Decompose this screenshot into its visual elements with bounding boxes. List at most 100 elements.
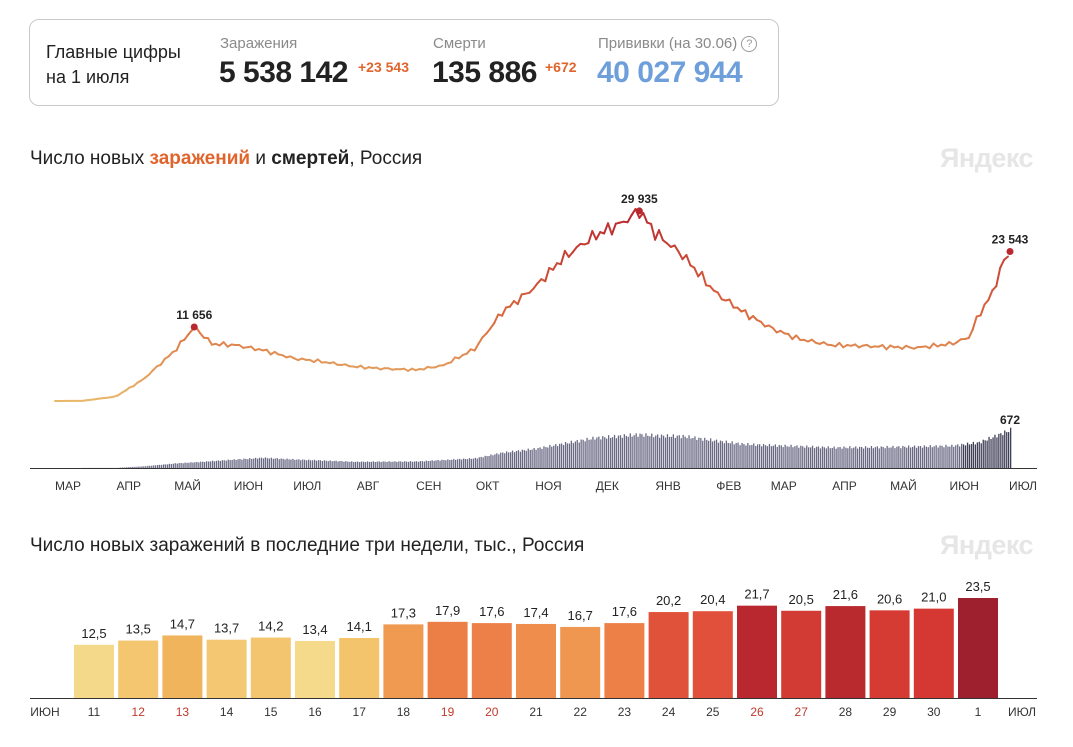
deaths-bar <box>462 458 465 468</box>
deaths-bar <box>266 458 269 468</box>
day-bar <box>250 637 291 698</box>
deaths-bar <box>764 445 767 468</box>
deaths-delta: +672 <box>545 59 577 75</box>
deaths-bar <box>327 461 329 468</box>
deaths-bar <box>559 443 561 468</box>
deaths-bar <box>527 448 529 468</box>
deaths-bar <box>306 460 308 468</box>
deaths-bar <box>939 445 941 468</box>
deaths-bar <box>215 460 218 468</box>
deaths-bar <box>278 459 280 468</box>
deaths-bar <box>557 446 559 468</box>
deaths-bar <box>1006 432 1008 468</box>
deaths-bar <box>353 462 355 468</box>
deaths-bar <box>725 440 727 468</box>
infections-line-segment <box>1003 255 1009 261</box>
deaths-bar <box>912 446 914 468</box>
deaths-bar <box>868 447 871 468</box>
deaths-bar <box>980 443 982 468</box>
deaths-bar <box>933 446 935 468</box>
deaths-bar <box>753 443 755 468</box>
infections-line-segment <box>630 208 637 217</box>
deaths-bar <box>184 462 186 468</box>
deaths-bar <box>974 444 976 468</box>
peak-label: 11 656 <box>176 308 212 322</box>
bar-value-label: 21,7 <box>744 587 769 602</box>
deaths-bar <box>351 461 353 468</box>
infections-line-segment <box>532 282 539 290</box>
deaths-bar <box>717 442 720 468</box>
deaths-bar <box>782 447 784 468</box>
deaths-bar <box>659 437 661 468</box>
summary-heading-date: на 1 июля <box>46 67 130 87</box>
deaths-bar <box>292 458 294 468</box>
deaths-bar <box>539 447 541 468</box>
deaths-bar <box>331 461 333 468</box>
infections-line-segment <box>979 303 986 317</box>
deaths-bar <box>308 459 310 468</box>
deaths-bar <box>504 453 506 468</box>
x-tick-label: 19 <box>441 705 455 719</box>
deaths-bar <box>841 448 843 468</box>
deaths-bar <box>635 433 637 468</box>
deaths-bar <box>409 461 412 468</box>
deaths-bar <box>833 446 835 468</box>
deaths-bar <box>400 461 402 468</box>
deaths-bar <box>849 446 851 468</box>
deaths-bar <box>157 465 159 468</box>
deaths-bar <box>588 439 590 468</box>
deaths-bar <box>147 465 149 468</box>
deaths-bar <box>370 461 372 468</box>
infections-line-segment <box>493 313 500 324</box>
x-tick-label: 11 <box>88 705 101 719</box>
deaths-bar <box>884 448 886 468</box>
deaths-bar <box>321 461 323 468</box>
deaths-bar <box>1010 427 1012 468</box>
deaths-bar <box>696 439 698 468</box>
deaths-bar <box>245 458 247 468</box>
deaths-bar <box>1004 430 1006 468</box>
infections-line-segment <box>744 309 751 321</box>
deaths-bar <box>549 444 551 468</box>
deaths-bar <box>900 448 902 468</box>
day-bar <box>648 612 689 698</box>
deaths-bar <box>819 448 822 468</box>
title-deaths: смертей <box>271 148 350 169</box>
deaths-bar <box>237 459 239 468</box>
deaths-bar <box>253 458 255 468</box>
yandex-watermark: Яндекс <box>940 530 1034 560</box>
deaths-bar <box>480 456 482 468</box>
deaths-bar <box>902 445 904 468</box>
deaths-bar <box>792 447 794 468</box>
deaths-bar <box>843 446 845 468</box>
deaths-bar <box>204 462 206 468</box>
deaths-bar <box>735 443 737 468</box>
deaths-bar <box>382 461 384 468</box>
deaths-bar <box>323 460 325 468</box>
deaths-bar <box>966 442 969 468</box>
bar-value-label: 12,5 <box>81 626 106 641</box>
deaths-bar <box>421 461 423 468</box>
deaths-bar <box>864 446 867 468</box>
deaths-bar <box>1008 432 1010 468</box>
infections-line-segment <box>544 267 551 283</box>
deaths-bar <box>508 452 510 468</box>
infections-line-segment <box>595 231 602 241</box>
deaths-bar <box>553 445 555 468</box>
deaths-bar <box>586 437 588 468</box>
bar-value-label: 21,6 <box>833 587 858 602</box>
title-infections: заражений <box>149 148 251 169</box>
deaths-bar <box>872 448 874 468</box>
deaths-bar <box>768 443 771 468</box>
infections-line-segment <box>207 337 213 346</box>
day-bar <box>825 606 866 698</box>
deaths-bar <box>878 448 880 468</box>
bar-value-label: 20,4 <box>700 592 725 607</box>
help-icon[interactable]: ? <box>741 36 758 52</box>
infections-line-segment <box>709 285 715 292</box>
bar-value-label: 21,0 <box>921 590 946 605</box>
infections-line-segment <box>501 306 507 317</box>
deaths-bar <box>853 447 855 468</box>
x-tick-label: НОЯ <box>535 479 561 493</box>
deaths-bar <box>913 445 916 468</box>
